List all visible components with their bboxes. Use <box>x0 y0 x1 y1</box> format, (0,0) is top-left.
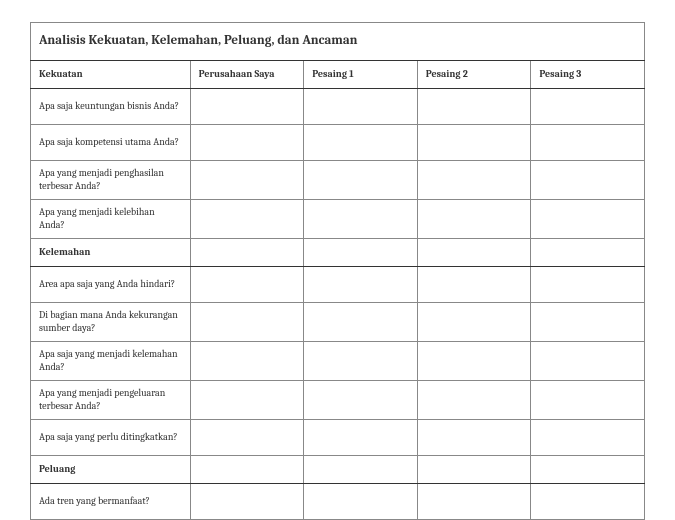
data-cell <box>304 88 418 124</box>
data-cell <box>304 199 418 238</box>
table-row: Apa yang menjadi penghasilan terbesar An… <box>31 160 645 199</box>
data-cell <box>417 455 531 483</box>
data-cell <box>190 380 304 419</box>
data-cell <box>531 88 645 124</box>
data-cell <box>304 419 418 455</box>
data-cell <box>304 455 418 483</box>
data-cell <box>190 455 304 483</box>
data-cell <box>531 160 645 199</box>
data-cell <box>304 302 418 341</box>
section-header-peluang: Peluang <box>31 455 645 483</box>
data-cell <box>190 238 304 266</box>
data-cell <box>417 199 531 238</box>
table-row: Apa saja kompetensi utama Anda? <box>31 124 645 160</box>
table-row: Apa yang menjadi kelebihan Anda? <box>31 199 645 238</box>
section-label: Peluang <box>31 455 191 483</box>
data-cell <box>417 302 531 341</box>
data-cell <box>304 160 418 199</box>
data-cell <box>304 266 418 302</box>
data-cell <box>417 88 531 124</box>
header-competitor-3: Pesaing 3 <box>531 60 645 88</box>
data-cell <box>190 419 304 455</box>
header-competitor-1: Pesaing 1 <box>304 60 418 88</box>
data-cell <box>190 266 304 302</box>
data-cell <box>304 380 418 419</box>
data-cell <box>304 238 418 266</box>
data-cell <box>531 124 645 160</box>
section-label: Kelemahan <box>31 238 191 266</box>
table-row: Apa saja yang perlu ditingkatkan? <box>31 419 645 455</box>
table-row: Ada tren yang bermanfaat? <box>31 483 645 519</box>
data-cell <box>417 341 531 380</box>
data-cell <box>304 341 418 380</box>
swot-analysis-table: Analisis Kekuatan, Kelemahan, Peluang, d… <box>30 22 645 520</box>
table-row: Di bagian mana Anda kekurangan sumber da… <box>31 302 645 341</box>
question-cell: Apa saja yang menjadi kelemahan Anda? <box>31 341 191 380</box>
data-cell <box>190 302 304 341</box>
data-cell <box>417 380 531 419</box>
header-competitor-2: Pesaing 2 <box>417 60 531 88</box>
data-cell <box>417 124 531 160</box>
data-cell <box>304 124 418 160</box>
table-row: Apa saja yang menjadi kelemahan Anda? <box>31 341 645 380</box>
table-title: Analisis Kekuatan, Kelemahan, Peluang, d… <box>31 23 645 61</box>
question-cell: Area apa saja yang Anda hindari? <box>31 266 191 302</box>
data-cell <box>531 483 645 519</box>
table-row: Apa yang menjadi pengeluaran terbesar An… <box>31 380 645 419</box>
data-cell <box>190 88 304 124</box>
data-cell <box>531 455 645 483</box>
title-row: Analisis Kekuatan, Kelemahan, Peluang, d… <box>31 23 645 61</box>
question-cell: Apa yang menjadi penghasilan terbesar An… <box>31 160 191 199</box>
data-cell <box>190 160 304 199</box>
data-cell <box>531 302 645 341</box>
data-cell <box>417 483 531 519</box>
data-cell <box>304 483 418 519</box>
column-header-row: Kekuatan Perusahaan Saya Pesaing 1 Pesai… <box>31 60 645 88</box>
header-my-company: Perusahaan Saya <box>190 60 304 88</box>
data-cell <box>190 341 304 380</box>
section-header-kelemahan: Kelemahan <box>31 238 645 266</box>
data-cell <box>531 341 645 380</box>
header-category: Kekuatan <box>31 60 191 88</box>
data-cell <box>417 419 531 455</box>
question-cell: Apa yang menjadi kelebihan Anda? <box>31 199 191 238</box>
table-row: Area apa saja yang Anda hindari? <box>31 266 645 302</box>
data-cell <box>531 199 645 238</box>
question-cell: Di bagian mana Anda kekurangan sumber da… <box>31 302 191 341</box>
question-cell: Apa saja yang perlu ditingkatkan? <box>31 419 191 455</box>
question-cell: Apa yang menjadi pengeluaran terbesar An… <box>31 380 191 419</box>
data-cell <box>190 124 304 160</box>
table-row: Apa saja keuntungan bisnis Anda? <box>31 88 645 124</box>
data-cell <box>531 266 645 302</box>
data-cell <box>417 160 531 199</box>
data-cell <box>531 419 645 455</box>
data-cell <box>417 266 531 302</box>
question-cell: Apa saja kompetensi utama Anda? <box>31 124 191 160</box>
data-cell <box>190 483 304 519</box>
question-cell: Ada tren yang bermanfaat? <box>31 483 191 519</box>
data-cell <box>531 380 645 419</box>
data-cell <box>417 238 531 266</box>
question-cell: Apa saja keuntungan bisnis Anda? <box>31 88 191 124</box>
data-cell <box>190 199 304 238</box>
data-cell <box>531 238 645 266</box>
